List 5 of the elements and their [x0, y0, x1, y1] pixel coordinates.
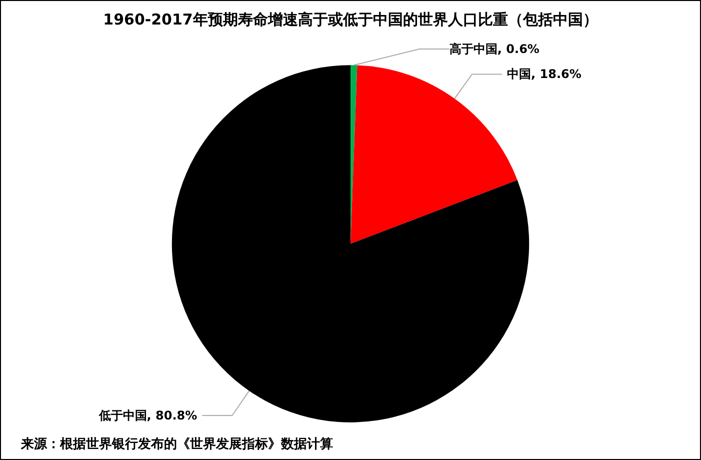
source-note: 来源：根据世界银行发布的《世界发展指标》数据计算 [20, 437, 333, 452]
slice-label: 中国, 18.6% [507, 67, 582, 82]
slice-label: 高于中国, 0.6% [449, 42, 540, 56]
slice-label: 低于中国, 80.8% [98, 408, 198, 423]
chart-title: 1960-2017年预期寿命增速高于或低于中国的世界人口比重（包括中国） [103, 10, 598, 28]
